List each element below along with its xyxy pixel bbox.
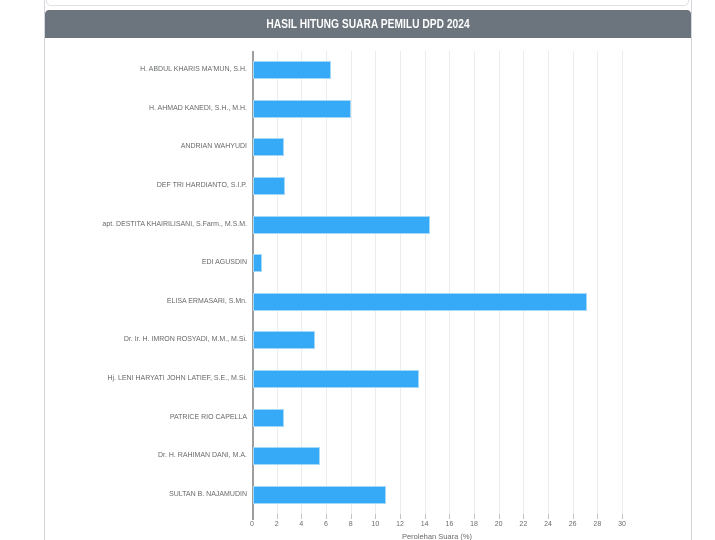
tick-mark (424, 514, 426, 519)
bar[interactable] (253, 138, 285, 157)
gridline (498, 51, 500, 514)
gridline (572, 51, 574, 514)
previous-card-bottom-edge (46, 0, 689, 6)
tick-mark (375, 514, 377, 519)
tick-mark (572, 514, 574, 519)
chart-title: HASIL HITUNG SUARA PEMILU DPD 2024 (266, 17, 470, 31)
x-tick-label: 20 (494, 521, 503, 528)
x-tick-label: 12 (396, 521, 404, 528)
bar[interactable] (253, 369, 419, 388)
category-label: Dr. H. RAHIMAN DANI, M.A. (157, 452, 247, 460)
x-tick-label: 26 (568, 521, 577, 528)
category-label: ANDRIAN WAHYUDI (180, 143, 247, 151)
x-tick-label: 18 (470, 521, 478, 528)
x-tick-label: 6 (324, 521, 328, 528)
gridline (424, 51, 426, 514)
gridline (350, 51, 352, 514)
x-tick-label: 4 (299, 521, 304, 528)
tick-mark (350, 514, 352, 519)
tick-mark (597, 514, 599, 519)
category-label: H. AHMAD KANEDI, S.H., M.H. (148, 104, 247, 112)
gridline (622, 51, 623, 514)
bar[interactable] (253, 254, 262, 273)
category-label: EDI AGUSDIN (201, 259, 247, 267)
x-tick-label: 2 (274, 521, 279, 528)
x-tick-label: 0 (250, 521, 254, 528)
x-axis-title: Perolehan Suara (%) (401, 532, 473, 540)
tick-mark (326, 514, 327, 519)
x-tick-label: 14 (420, 521, 429, 528)
x-tick-label: 24 (544, 521, 552, 528)
bar[interactable] (253, 331, 315, 350)
tick-mark (548, 514, 549, 519)
x-tick-label: 22 (519, 521, 528, 528)
category-label: SULTAN B. NAJAMUDIN (169, 490, 247, 498)
tick-mark (449, 514, 451, 519)
gridline (597, 51, 599, 514)
bar[interactable] (253, 61, 331, 80)
bar[interactable] (253, 447, 320, 466)
tick-mark (498, 514, 500, 519)
tick-mark (276, 514, 278, 519)
x-tick-label: 28 (593, 521, 602, 528)
category-label: PATRICE RIO CAPELLA (169, 413, 247, 421)
gridline (301, 51, 303, 514)
category-label: Hj. LENI HARYATI JOHN LATIEF, S.E., M.Si… (107, 374, 247, 382)
bar[interactable] (253, 99, 351, 118)
tick-mark (523, 514, 525, 519)
bar[interactable] (253, 215, 430, 234)
gridline (326, 51, 327, 514)
plot-area: Perolehan Suara (%) 0 2 4 6 8 10 12 14 16 18 20 22 2… (45, 38, 691, 540)
y-axis-line (252, 51, 254, 520)
category-label: apt. DESTITA KHAIRILISANI, S.Farm., M.S.… (102, 220, 247, 228)
bar-chart: Perolehan Suara (%) 0 2 4 6 8 10 12 14 16 18 20 22 2… (45, 38, 691, 540)
x-tick-label: 30 (618, 521, 626, 528)
category-label: Dr. Ir. H. IMRON ROSYADI, M.M., M.Si. (123, 336, 247, 344)
category-label: DEF TRI HARDIANTO, S.I.P. (156, 182, 247, 190)
chart-header: HASIL HITUNG SUARA PEMILU DPD 2024 (45, 10, 691, 38)
tick-mark (301, 514, 303, 519)
gridline (375, 51, 377, 514)
bar[interactable] (253, 485, 387, 504)
gridline (449, 51, 451, 514)
gridline (474, 51, 475, 514)
category-label: H. ABDUL KHARIS MA'MUN, S.H. (140, 66, 247, 74)
x-tick-label: 10 (371, 521, 380, 528)
x-tick-label: 8 (348, 521, 353, 528)
tick-mark (400, 514, 401, 519)
gridline (400, 51, 401, 514)
tick-mark (622, 514, 623, 519)
bar[interactable] (253, 292, 588, 311)
bar[interactable] (253, 177, 286, 196)
gridline (548, 51, 549, 514)
category-label: ELISA ERMASARI, S.Mn. (166, 297, 247, 305)
gridline (276, 51, 278, 514)
bar[interactable] (253, 408, 285, 427)
x-tick-label: 16 (445, 521, 454, 528)
gridline (523, 51, 525, 514)
tick-mark (474, 514, 475, 519)
